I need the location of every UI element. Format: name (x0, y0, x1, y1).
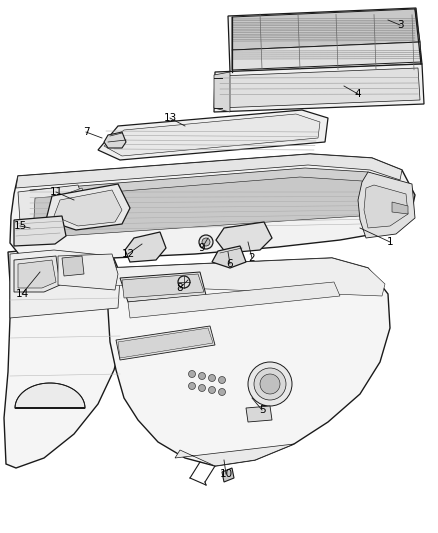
Circle shape (254, 368, 286, 400)
Circle shape (260, 374, 280, 394)
Circle shape (219, 376, 226, 384)
Text: 15: 15 (14, 221, 27, 231)
Polygon shape (14, 216, 66, 246)
Polygon shape (214, 64, 424, 112)
Polygon shape (228, 8, 422, 72)
Polygon shape (62, 256, 84, 276)
Text: 9: 9 (199, 243, 205, 253)
Text: 1: 1 (387, 237, 393, 247)
Polygon shape (122, 274, 204, 298)
Polygon shape (246, 406, 272, 422)
Polygon shape (10, 250, 120, 318)
Polygon shape (18, 185, 84, 222)
Polygon shape (216, 222, 272, 253)
Circle shape (198, 373, 205, 379)
Polygon shape (16, 154, 402, 188)
Polygon shape (15, 383, 85, 408)
Polygon shape (107, 258, 390, 466)
Circle shape (199, 235, 213, 249)
Text: 11: 11 (49, 187, 63, 197)
Polygon shape (116, 326, 215, 360)
Text: 14: 14 (15, 289, 28, 299)
Polygon shape (128, 282, 340, 318)
Polygon shape (18, 260, 56, 288)
Polygon shape (98, 110, 328, 160)
Polygon shape (104, 114, 320, 156)
Polygon shape (358, 172, 415, 238)
Polygon shape (14, 256, 60, 292)
Circle shape (202, 238, 210, 246)
Polygon shape (58, 254, 118, 290)
Polygon shape (212, 246, 246, 268)
Polygon shape (232, 42, 421, 70)
Polygon shape (46, 184, 130, 230)
Polygon shape (214, 72, 230, 112)
Text: 7: 7 (83, 127, 89, 137)
Polygon shape (118, 328, 213, 358)
Polygon shape (10, 154, 415, 260)
Circle shape (208, 375, 215, 382)
Text: 6: 6 (227, 259, 233, 269)
Text: 3: 3 (397, 20, 403, 30)
Circle shape (188, 370, 195, 377)
Circle shape (208, 386, 215, 393)
Polygon shape (104, 132, 126, 148)
Text: 4: 4 (355, 89, 361, 99)
Text: 13: 13 (163, 113, 177, 123)
Polygon shape (392, 202, 408, 214)
Circle shape (248, 362, 292, 406)
Polygon shape (218, 68, 420, 108)
Polygon shape (108, 258, 385, 296)
Text: 12: 12 (121, 249, 134, 259)
Polygon shape (4, 248, 124, 468)
Circle shape (198, 384, 205, 392)
Circle shape (188, 383, 195, 390)
Text: 10: 10 (219, 469, 233, 479)
Text: 2: 2 (249, 253, 255, 263)
Polygon shape (222, 468, 234, 482)
Polygon shape (364, 185, 408, 228)
Polygon shape (175, 444, 294, 466)
Polygon shape (54, 190, 122, 226)
Polygon shape (120, 272, 206, 302)
Circle shape (219, 389, 226, 395)
Circle shape (178, 276, 190, 288)
Polygon shape (50, 188, 88, 220)
Text: 5: 5 (259, 405, 265, 415)
Polygon shape (33, 177, 390, 238)
Text: 8: 8 (177, 283, 184, 293)
Polygon shape (232, 9, 420, 50)
Polygon shape (125, 232, 166, 262)
Polygon shape (28, 168, 398, 230)
